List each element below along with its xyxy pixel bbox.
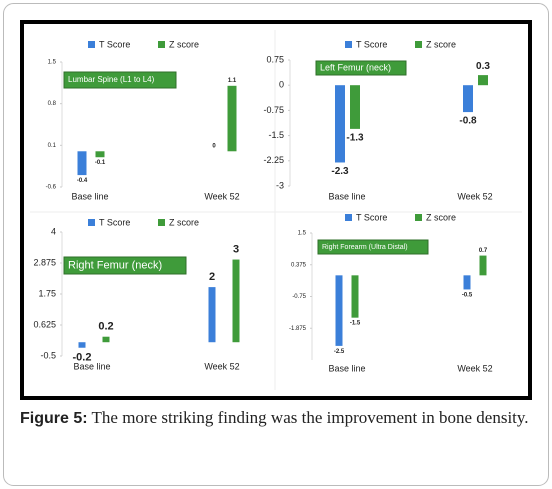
caption-text: The more striking finding was the improv… (91, 408, 529, 427)
data-label: 3 (233, 244, 239, 256)
chart-title: Lumbar Spine (L1 to L4) (68, 75, 155, 84)
x-tick-label: Week 52 (204, 191, 239, 201)
legend-label: T Score (99, 39, 130, 49)
bar (95, 151, 105, 158)
x-tick-label: Base line (328, 191, 365, 201)
x-tick-label: Base line (328, 363, 365, 373)
legend-swatch (158, 219, 165, 226)
y-tick-label: -0.75 (292, 294, 306, 300)
legend-swatch (415, 214, 422, 221)
data-label: 0.2 (98, 321, 113, 333)
y-tick-label: 1.5 (298, 231, 307, 237)
title-box (315, 60, 407, 76)
title-box (317, 239, 429, 255)
bar (335, 275, 343, 346)
y-tick-label: 0.75 (266, 54, 284, 64)
legend-label: Z score (169, 39, 199, 49)
data-label: -0.5 (462, 292, 473, 298)
y-tick-label: -0.75 (263, 105, 284, 115)
y-tick-label: -0.5 (40, 350, 56, 360)
y-tick-label: 1.5 (48, 60, 57, 66)
bar (478, 75, 488, 86)
chart-title: Right Femur (neck) (68, 259, 162, 271)
data-label: -1.5 (350, 321, 361, 327)
legend-swatch (415, 41, 422, 48)
legend-label: T Score (356, 39, 387, 49)
bar (77, 151, 87, 176)
y-tick-label: 2.875 (33, 257, 56, 267)
title-box (63, 71, 177, 89)
bar (102, 336, 110, 343)
x-tick-label: Base line (73, 361, 110, 371)
data-label: -2.3 (331, 166, 349, 177)
legend-swatch (345, 214, 352, 221)
legend-swatch (88, 219, 95, 226)
y-tick-label: 0.1 (48, 143, 57, 149)
legend-label: T Score (356, 212, 387, 222)
data-label: 0 (212, 143, 216, 149)
data-label: -1.3 (346, 133, 364, 144)
caption: Figure 5: The more striking finding was … (20, 406, 534, 431)
y-tick-label: -0.6 (46, 185, 57, 191)
bar (227, 85, 237, 152)
bar (232, 259, 240, 343)
legend-label: Z score (426, 212, 456, 222)
y-tick-label: -2.25 (263, 155, 284, 165)
data-label: -0.1 (95, 160, 106, 166)
y-tick-label: 0 (279, 80, 284, 90)
y-tick-label: 0.625 (33, 319, 56, 329)
bar (350, 85, 360, 129)
legend-swatch (345, 41, 352, 48)
bar (208, 287, 216, 343)
x-tick-label: Week 52 (457, 191, 492, 201)
bar (463, 275, 471, 290)
y-tick-label: 0.375 (291, 262, 307, 268)
data-label: 0.3 (476, 61, 490, 72)
y-tick-label: 0.8 (48, 101, 57, 107)
x-tick-label: Week 52 (204, 361, 239, 371)
data-label: 0.7 (479, 248, 488, 254)
data-label: -0.4 (77, 178, 88, 184)
bar (479, 255, 487, 276)
y-tick-label: -3 (276, 180, 284, 190)
chart-title: Right Forearm (Ultra Distal) (322, 244, 408, 251)
caption-label: Figure 5: (20, 410, 88, 427)
y-tick-label: -1.5 (268, 130, 284, 140)
legend-label: T Score (99, 217, 130, 227)
y-tick-label: -1.875 (289, 326, 307, 332)
legend-swatch (88, 41, 95, 48)
data-label: -0.8 (459, 116, 477, 127)
bar (335, 85, 345, 163)
y-tick-label: 4 (51, 226, 56, 236)
bar (351, 275, 359, 318)
bar (78, 342, 86, 348)
title-box (63, 256, 187, 275)
legend-swatch (158, 41, 165, 48)
data-label: -2.5 (334, 349, 345, 355)
data-label: 1.1 (228, 78, 237, 84)
y-tick-label: 1.75 (38, 288, 56, 298)
outer-border (3, 3, 549, 486)
x-tick-label: Base line (71, 191, 108, 201)
legend-label: Z score (169, 217, 199, 227)
data-label: 2 (209, 271, 215, 283)
data-label: -0.2 (73, 352, 92, 364)
legend-label: Z score (426, 39, 456, 49)
chart-title: Left Femur (neck) (320, 62, 391, 72)
bar (463, 85, 473, 113)
x-tick-label: Week 52 (457, 363, 492, 373)
